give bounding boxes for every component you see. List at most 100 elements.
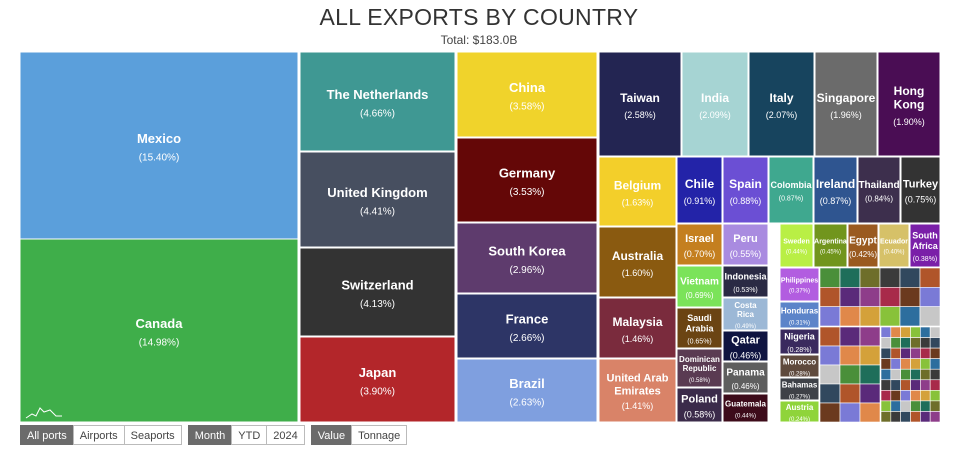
small-country-tile[interactable] xyxy=(920,379,931,391)
small-country-tile[interactable] xyxy=(920,390,931,402)
small-country-tile[interactable] xyxy=(890,337,901,349)
tonnage-button[interactable]: Tonnage xyxy=(351,425,408,445)
small-country-tile[interactable] xyxy=(819,383,841,404)
small-country-tile[interactable] xyxy=(900,337,911,349)
small-country-tile[interactable] xyxy=(879,267,901,288)
small-country-tile[interactable] xyxy=(920,337,931,349)
tile-australia[interactable]: Australia (1.60%) xyxy=(598,226,677,298)
small-country-tile[interactable] xyxy=(890,326,901,338)
small-country-tile[interactable] xyxy=(890,358,901,370)
small-country-tile[interactable] xyxy=(890,347,901,359)
small-country-tile[interactable] xyxy=(900,390,911,402)
tile-poland[interactable]: Poland (0.58%) xyxy=(676,387,723,422)
tile-taiwan[interactable]: Taiwan (2.58%) xyxy=(598,52,682,157)
small-country-tile[interactable] xyxy=(929,337,940,349)
tile-the-netherlands[interactable]: The Netherlands (4.66%) xyxy=(299,52,456,152)
tile-costa-rica[interactable]: Costa Rica (0.49%) xyxy=(722,297,769,331)
small-country-tile[interactable] xyxy=(819,267,841,288)
tile-hong-kong[interactable]: Hong Kong (1.90%) xyxy=(877,52,940,157)
small-country-tile[interactable] xyxy=(910,411,921,422)
small-country-tile[interactable] xyxy=(899,287,921,307)
small-country-tile[interactable] xyxy=(859,383,881,404)
all-ports-button[interactable]: All ports xyxy=(20,425,74,445)
tile-egypt[interactable]: Egypt (0.42%) xyxy=(847,223,879,268)
small-country-tile[interactable] xyxy=(880,358,892,370)
tile-germany[interactable]: Germany (3.53%) xyxy=(456,137,598,223)
small-country-tile[interactable] xyxy=(880,347,892,359)
small-country-tile[interactable] xyxy=(919,306,940,327)
tile-canada[interactable]: Canada (14.98%) xyxy=(20,238,299,422)
seaports-button[interactable]: Seaports xyxy=(123,425,182,445)
small-country-tile[interactable] xyxy=(900,368,911,381)
tile-peru[interactable]: Peru (0.55%) xyxy=(722,223,769,266)
small-country-tile[interactable] xyxy=(920,347,931,359)
small-country-tile[interactable] xyxy=(880,411,892,422)
small-country-tile[interactable] xyxy=(910,368,921,381)
small-country-tile[interactable] xyxy=(880,400,892,412)
small-country-tile[interactable] xyxy=(929,368,940,381)
tile-nigeria[interactable]: Nigeria (0.28%) xyxy=(779,328,820,355)
tile-dominican-republic[interactable]: Dominican Republic (0.58%) xyxy=(676,348,723,388)
small-country-tile[interactable] xyxy=(859,364,881,385)
tile-south-korea[interactable]: South Korea (2.96%) xyxy=(456,222,598,294)
tile-panama[interactable]: Panama (0.46%) xyxy=(722,361,769,394)
tile-philippines[interactable]: Philippines (0.37%) xyxy=(779,267,820,302)
small-country-tile[interactable] xyxy=(880,337,892,349)
small-country-tile[interactable] xyxy=(910,379,921,391)
small-country-tile[interactable] xyxy=(910,358,921,370)
small-country-tile[interactable] xyxy=(929,379,940,391)
small-country-tile[interactable] xyxy=(929,400,940,412)
small-country-tile[interactable] xyxy=(880,379,892,391)
small-country-tile[interactable] xyxy=(819,326,841,347)
tile-singapore[interactable]: Singapore (1.96%) xyxy=(814,52,878,157)
value-button[interactable]: Value xyxy=(310,425,353,445)
tile-colombia[interactable]: Colombia (0.87%) xyxy=(768,156,814,224)
small-country-tile[interactable] xyxy=(900,411,911,422)
tile-belgium[interactable]: Belgium (1.63%) xyxy=(598,156,677,227)
small-country-tile[interactable] xyxy=(819,345,841,366)
small-country-tile[interactable] xyxy=(929,326,940,338)
tile-ireland[interactable]: Ireland (0.87%) xyxy=(813,156,858,224)
small-country-tile[interactable] xyxy=(880,368,892,381)
small-country-tile[interactable] xyxy=(839,267,861,288)
small-country-tile[interactable] xyxy=(920,368,931,381)
tile-malaysia[interactable]: Malaysia (1.46%) xyxy=(598,297,677,359)
small-country-tile[interactable] xyxy=(910,347,921,359)
ytd-button[interactable]: YTD xyxy=(231,425,268,445)
tile-spain[interactable]: Spain (0.88%) xyxy=(722,156,769,224)
tile-israel[interactable]: Israel (0.70%) xyxy=(676,223,723,266)
small-country-tile[interactable] xyxy=(819,402,841,422)
small-country-tile[interactable] xyxy=(859,326,881,347)
small-country-tile[interactable] xyxy=(929,347,940,359)
small-country-tile[interactable] xyxy=(900,347,911,359)
small-country-tile[interactable] xyxy=(920,326,931,338)
tile-turkey[interactable]: Turkey (0.75%) xyxy=(900,156,940,224)
small-country-tile[interactable] xyxy=(890,379,901,391)
small-country-tile[interactable] xyxy=(929,390,940,402)
tile-vietnam[interactable]: Vietnam (0.69%) xyxy=(676,265,723,308)
tile-chile[interactable]: Chile (0.91%) xyxy=(676,156,723,224)
tile-united-arab-emirates[interactable]: United Arab Emirates (1.41%) xyxy=(598,358,677,422)
small-country-tile[interactable] xyxy=(880,326,892,338)
tile-brazil[interactable]: Brazil (2.63%) xyxy=(456,358,598,422)
tile-honduras[interactable]: Honduras (0.31%) xyxy=(779,301,820,329)
tile-qatar[interactable]: Qatar (0.46%) xyxy=(722,330,769,362)
tile-saudi-arabia[interactable]: Saudi Arabia (0.65%) xyxy=(676,307,723,349)
tile-india[interactable]: India (2.09%) xyxy=(681,52,749,157)
small-country-tile[interactable] xyxy=(839,345,861,366)
small-country-tile[interactable] xyxy=(859,267,881,288)
small-country-tile[interactable] xyxy=(900,400,911,412)
small-country-tile[interactable] xyxy=(899,306,921,327)
tile-guatemala[interactable]: Guatemala (0.44%) xyxy=(722,393,769,422)
tile-united-kingdom[interactable]: United Kingdom (4.41%) xyxy=(299,151,456,248)
small-country-tile[interactable] xyxy=(919,287,940,307)
small-country-tile[interactable] xyxy=(929,358,940,370)
small-country-tile[interactable] xyxy=(919,267,940,288)
tile-morocco[interactable]: Morocco (0.28%) xyxy=(779,354,820,378)
small-country-tile[interactable] xyxy=(819,306,841,327)
tile-france[interactable]: France (2.66%) xyxy=(456,293,598,359)
tile-argentina[interactable]: Argentina (0.45%) xyxy=(813,223,848,268)
tile-china[interactable]: China (3.58%) xyxy=(456,52,598,138)
airports-button[interactable]: Airports xyxy=(72,425,125,445)
tile-italy[interactable]: Italy (2.07%) xyxy=(748,52,815,157)
